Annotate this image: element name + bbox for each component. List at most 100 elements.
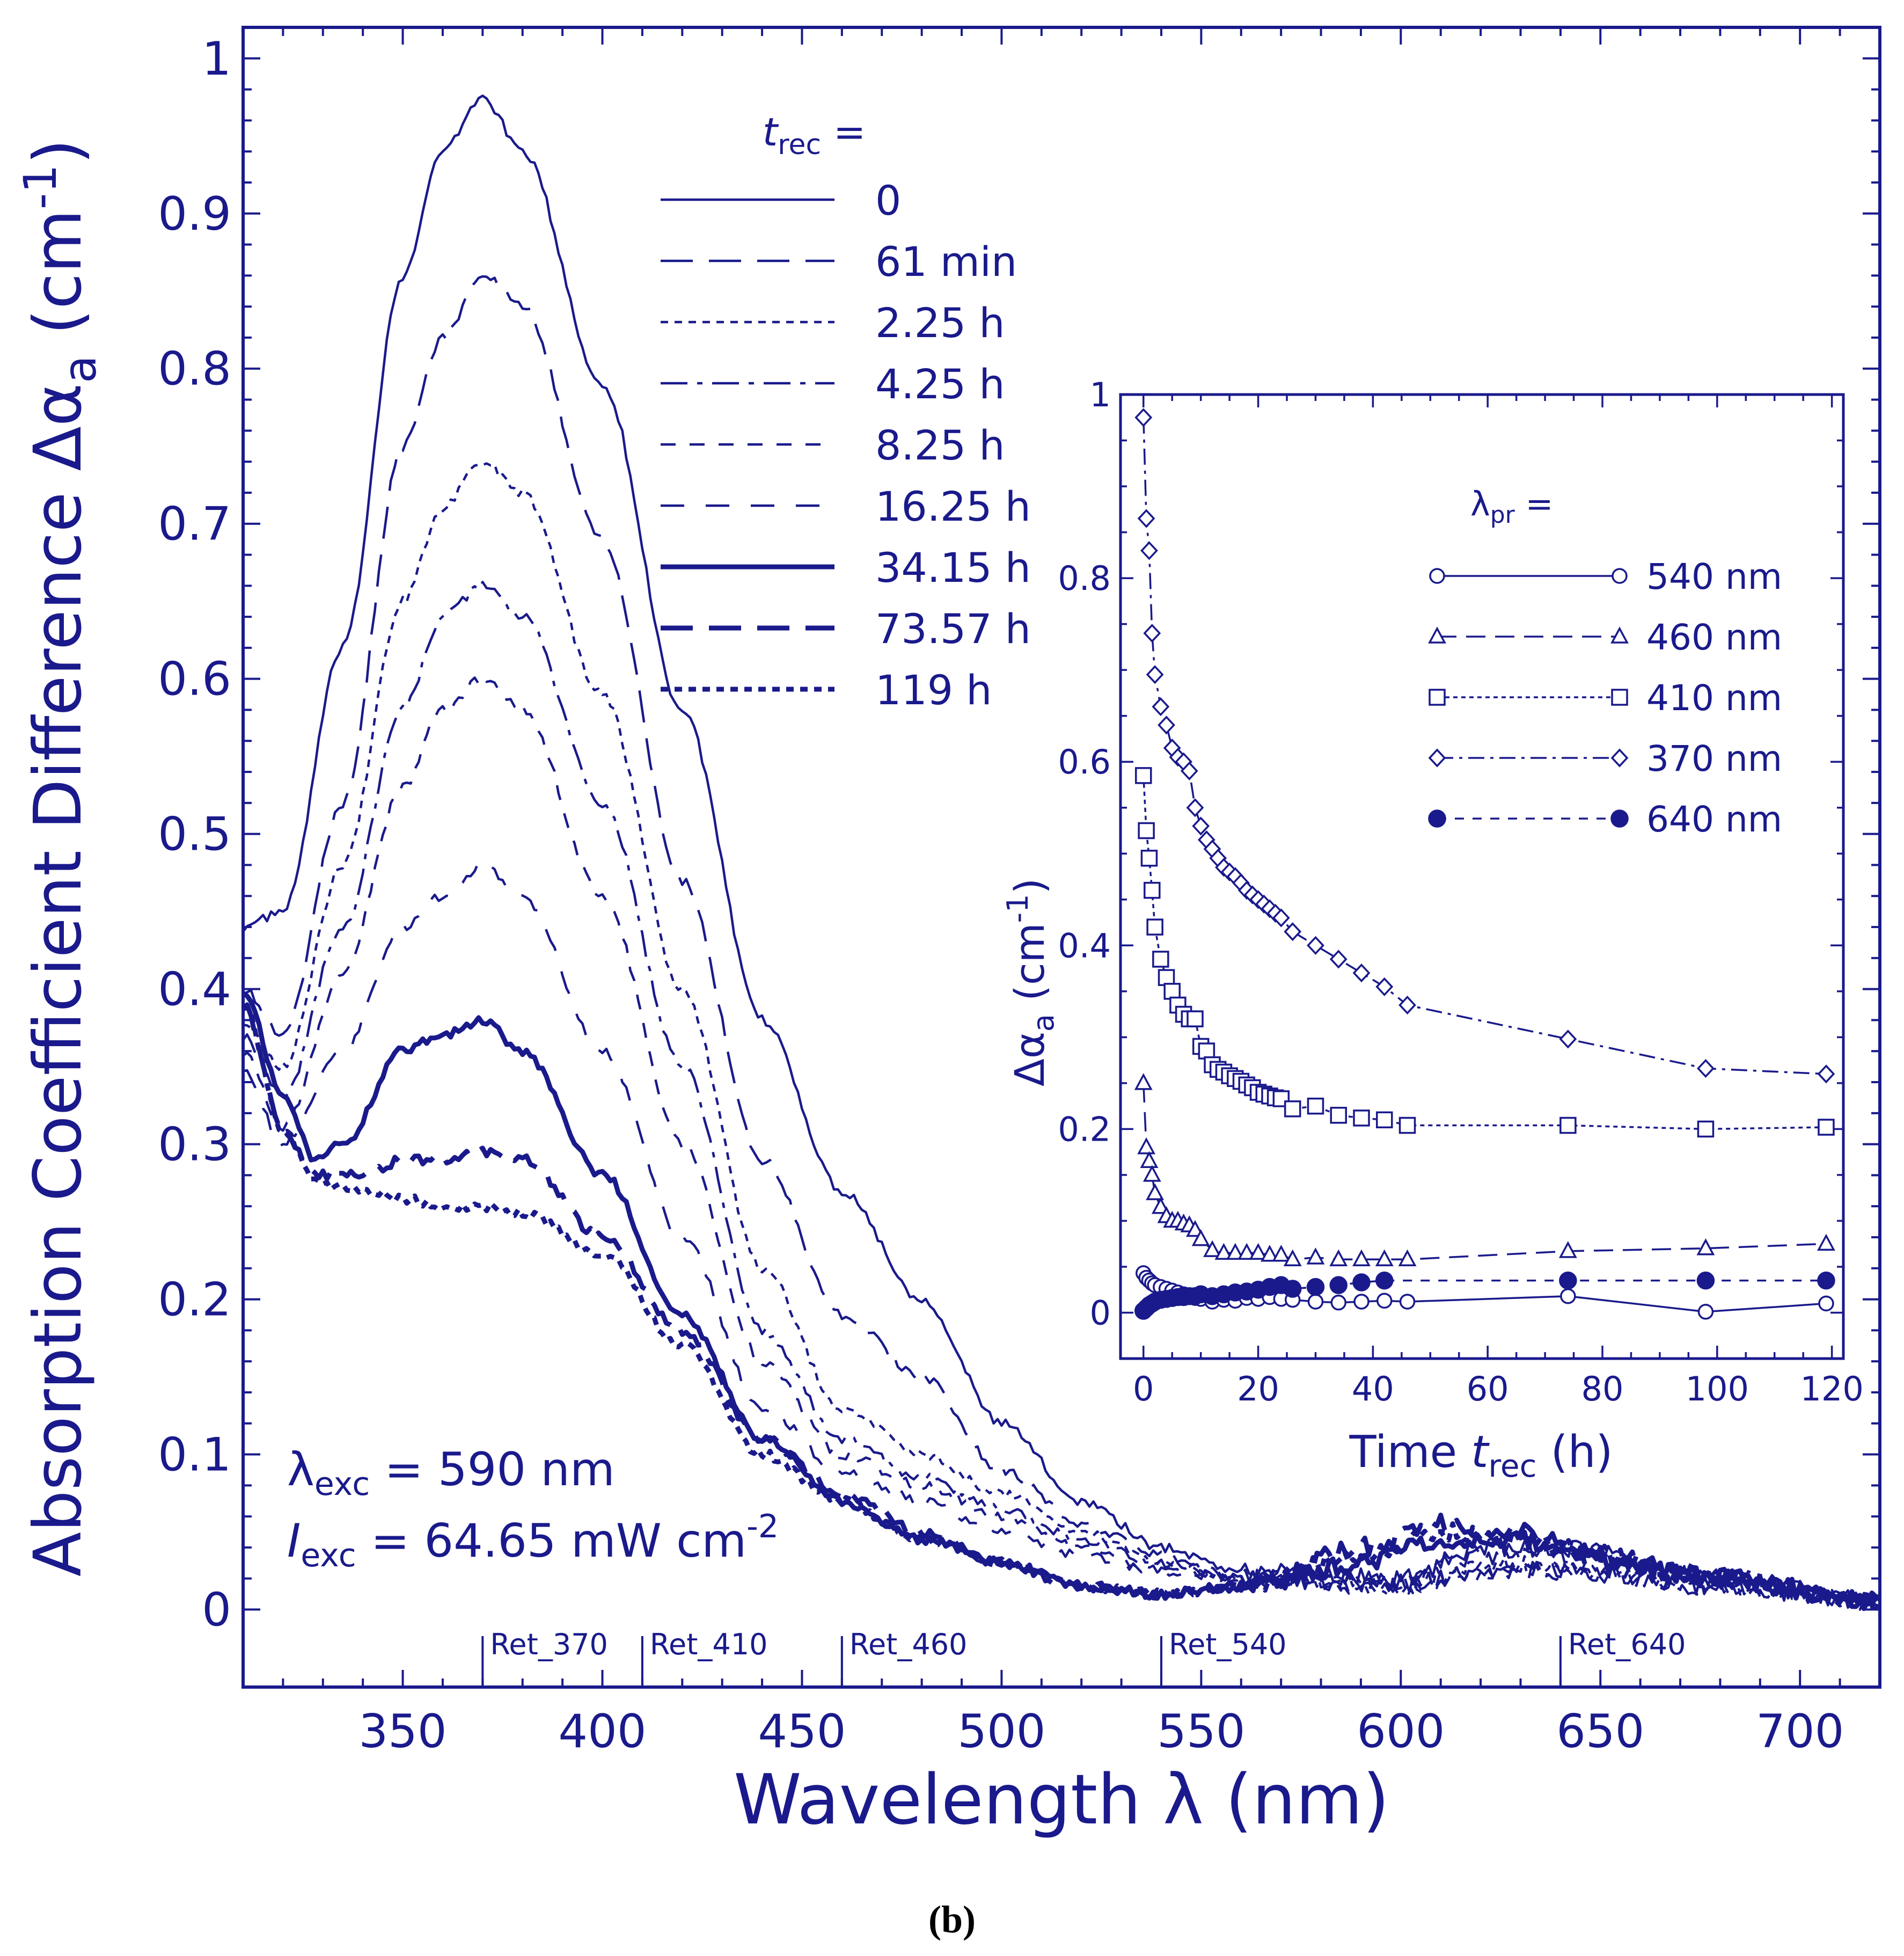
inset-point-640-nm xyxy=(1352,1273,1371,1291)
main-x-tick-label: 600 xyxy=(1357,1705,1445,1758)
series-line-0 xyxy=(242,94,1881,1610)
inset-legend-label-410-nm: 410 nm xyxy=(1646,677,1782,719)
inset-point-410-nm xyxy=(1187,1010,1204,1027)
main-x-label-gap2 xyxy=(1204,1760,1226,1840)
inset-legend-marker-410-nm xyxy=(1611,689,1628,706)
inset-point-540-nm xyxy=(1307,1294,1324,1310)
main-x-tick-label: 650 xyxy=(1556,1705,1644,1758)
inset-point-370-nm xyxy=(1329,950,1348,969)
inset-legend-label-540-nm: 540 nm xyxy=(1646,556,1782,597)
inset-point-410-nm xyxy=(1146,918,1163,936)
inset-series-group xyxy=(1134,408,1835,1320)
main-axis-ticks xyxy=(243,27,1881,1687)
inset-point-460-nm xyxy=(1272,1245,1291,1262)
inset-point-460-nm xyxy=(1306,1247,1325,1265)
marker-label-ret-640: Ret_640 xyxy=(1568,1627,1686,1661)
inset-point-370-nm xyxy=(1817,1064,1835,1084)
main-y-label-main: Absorption Coefficient Difference xyxy=(20,492,96,1577)
inset-point-370-nm xyxy=(1398,995,1416,1015)
inset-point-410-nm xyxy=(1559,1116,1577,1134)
main-plot-frame xyxy=(241,26,1881,1689)
exc-wavelength-symbol: λ xyxy=(287,1443,314,1497)
inset-point-410-nm xyxy=(1163,983,1181,1000)
main-x-label-gap xyxy=(1141,1760,1163,1840)
main-legend-header: trec = xyxy=(763,110,866,161)
inset-legend-marker-540-nm xyxy=(1612,568,1628,584)
inset-x-label-symbol: t xyxy=(1471,1427,1490,1478)
inset-point-410-nm xyxy=(1140,850,1158,867)
main-y-tick-label: 0.6 xyxy=(158,653,231,706)
inset-x-label-sub: rec xyxy=(1488,1448,1536,1484)
inset-point-460-nm xyxy=(1134,1073,1153,1090)
inset-point-460-nm xyxy=(1696,1238,1715,1256)
inset-point-460-nm xyxy=(1817,1234,1835,1251)
exc-wavelength-sub: exc xyxy=(314,1465,370,1503)
legend-label-2-25-h: 2.25 h xyxy=(875,299,1005,347)
inset-y-tick-label: 0.2 xyxy=(1058,1110,1111,1149)
main-x-tick-label: 700 xyxy=(1756,1705,1844,1758)
legend-label-8-25-h: 8.25 h xyxy=(875,421,1005,469)
inset-y-tick-label: 0 xyxy=(1090,1293,1111,1332)
inset-y-label-unit-exp: -1 xyxy=(1001,894,1035,923)
main-legend: trec =0 61 min 2.25 h 4.25 h 8.25 h 16.25 h 34… xyxy=(661,110,1031,714)
inset-point-640-nm xyxy=(1375,1271,1394,1290)
inset-point-370-nm xyxy=(1192,816,1210,836)
main-x-axis-label: Wavelength λ (nm) xyxy=(734,1760,1389,1840)
inset-legend-marker-640-nm xyxy=(1428,809,1446,828)
inset-point-540-nm xyxy=(1697,1304,1714,1320)
inset-legend-header-suffix: = xyxy=(1515,484,1554,523)
inset-point-410-nm xyxy=(1138,822,1155,840)
marker-label-ret-460: Ret_460 xyxy=(850,1627,968,1661)
inset-point-410-nm xyxy=(1398,1116,1416,1134)
inset-point-460-nm xyxy=(1261,1245,1279,1262)
main-x-tick-label: 550 xyxy=(1157,1705,1245,1758)
inset-x-tick-label: 120 xyxy=(1800,1369,1863,1408)
inset-point-460-nm xyxy=(1375,1249,1394,1267)
inset-legend-marker-540-nm xyxy=(1429,568,1445,584)
main-y-tick-label: 0.2 xyxy=(158,1273,231,1327)
inset-point-370-nm xyxy=(1352,964,1371,983)
inset-point-410-nm xyxy=(1198,1042,1215,1060)
main-y-label-unit-close: ) xyxy=(20,139,96,165)
inset-point-460-nm xyxy=(1283,1249,1302,1267)
inset-point-460-nm xyxy=(1352,1249,1371,1267)
inset-point-640-nm xyxy=(1329,1276,1348,1294)
inset-point-460-nm xyxy=(1203,1240,1221,1257)
inset-point-370-nm xyxy=(1284,922,1302,941)
inset-point-460-nm xyxy=(1398,1249,1417,1267)
main-x-tick-label: 350 xyxy=(358,1705,446,1758)
inset-point-460-nm xyxy=(1146,1183,1165,1200)
excitation-intensity-note: Iexc = 64.65 mW cm-2 xyxy=(287,1508,779,1574)
inset-legend-marker-460-nm xyxy=(1610,626,1629,644)
inset-point-410-nm xyxy=(1353,1110,1370,1127)
series-line-16-25-h xyxy=(243,860,1881,1608)
inset-y-label-unit-open: (cm xyxy=(1006,923,1053,1014)
legend-label-34-15-h: 34.15 h xyxy=(875,544,1031,592)
inset-point-370-nm xyxy=(1158,716,1175,735)
exc-intensity-sub: exc xyxy=(301,1537,356,1574)
exc-intensity-exp: -2 xyxy=(746,1508,779,1545)
marker-label-ret-540: Ret_540 xyxy=(1169,1627,1287,1661)
inset-point-540-nm xyxy=(1399,1294,1416,1310)
inset-point-460-nm xyxy=(1558,1241,1577,1258)
inset-point-370-nm xyxy=(1152,697,1170,717)
inset-y-tick-label: 0.4 xyxy=(1058,926,1111,965)
main-x-label-main: Wavelength xyxy=(734,1760,1141,1840)
main-y-tick-label: 1 xyxy=(202,32,231,86)
legend-label-4-25-h: 4.25 h xyxy=(875,360,1005,408)
inset-point-370-nm xyxy=(1146,665,1164,684)
inset-legend-label-640-nm: 640 nm xyxy=(1646,799,1782,840)
inset-point-370-nm xyxy=(1186,798,1204,818)
main-x-tick-label: 400 xyxy=(558,1705,646,1758)
inset-point-460-nm xyxy=(1186,1220,1204,1237)
exc-intensity-value: = 64.65 mW cm xyxy=(356,1514,746,1568)
inset-legend-marker-370-nm xyxy=(1428,748,1446,768)
inset-x-tick-label: 40 xyxy=(1352,1369,1394,1408)
main-x-label-unit: (nm) xyxy=(1225,1760,1389,1840)
inset-x-label-main: Time xyxy=(1349,1427,1471,1478)
inset-point-460-nm xyxy=(1143,1165,1161,1182)
inset-legend-marker-640-nm xyxy=(1610,809,1629,828)
inset-point-370-nm xyxy=(1697,1059,1715,1078)
inset-tick-labels: 0 0.2 0.4 0.6 0.8 1 0 20 40 60 80 100 120 xyxy=(1058,375,1863,1408)
